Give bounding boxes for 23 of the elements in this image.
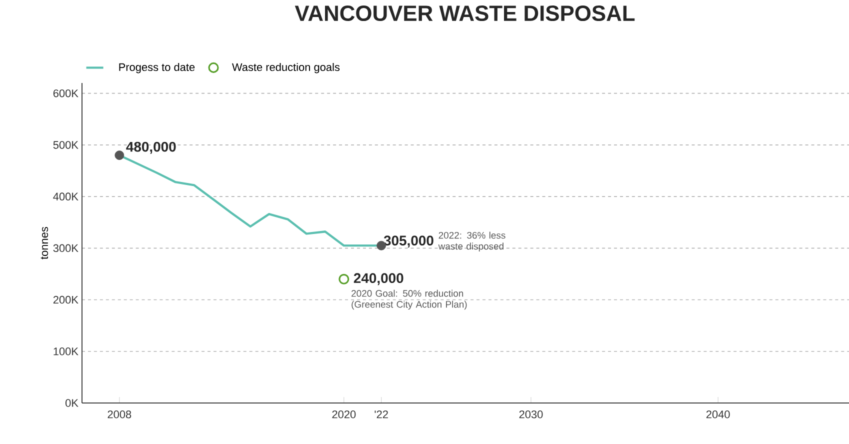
y-tick-label: 300K <box>53 244 78 252</box>
point <box>114 150 124 160</box>
x-tick-label: 2008 <box>108 410 132 418</box>
x-tick-label: 2020 <box>332 410 356 418</box>
legend-label: Progess to date <box>119 62 195 74</box>
annotation: 2022: 36% less waste disposed <box>438 232 506 252</box>
y-tick-label: 600K <box>53 89 78 98</box>
y-tick-label: 100K <box>54 348 78 356</box>
x-tick-label: 2040 <box>706 410 730 418</box>
annotation: 240,000 <box>354 273 404 286</box>
x-tick-label: 2030 <box>519 410 543 418</box>
x-tick-label: '22 <box>374 410 388 418</box>
y-tick-label: 0K <box>66 399 78 407</box>
y-tick-label: 200K <box>53 296 78 304</box>
point <box>338 274 350 284</box>
annotation: 480,000 <box>126 142 176 154</box>
annotation: 2020 Goal: 50% reduction (Greenest City Action Plan) <box>352 290 467 310</box>
y-tick-label: 500K <box>53 141 78 149</box>
legend-label: Waste reduction goals <box>232 62 340 74</box>
annotation: 305,000 <box>384 236 434 248</box>
chart-title: VANCOUVER WASTE DISPOSAL <box>294 6 635 22</box>
y-tick-label: 400K <box>53 192 78 200</box>
y-axis-title: tonnes <box>40 226 48 260</box>
